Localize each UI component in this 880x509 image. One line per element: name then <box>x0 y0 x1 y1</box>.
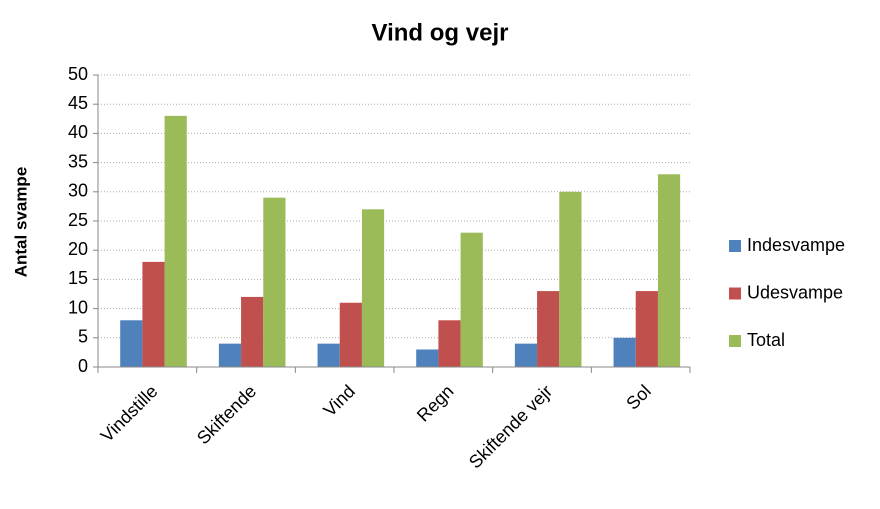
bar <box>416 349 439 367</box>
bar <box>460 232 483 367</box>
bar <box>263 197 286 367</box>
bar <box>339 302 362 367</box>
y-tick-label: 35 <box>68 151 88 171</box>
x-tick-label: Vindstille <box>97 381 162 446</box>
y-tick-label: 0 <box>78 356 88 376</box>
legend-label: Indesvampe <box>747 235 845 255</box>
y-tick-label: 30 <box>68 181 88 201</box>
y-tick-label: 50 <box>68 64 88 84</box>
y-tick-label: 15 <box>68 268 88 288</box>
y-tick-label: 5 <box>78 327 88 347</box>
bar <box>142 261 165 367</box>
bar <box>537 291 560 367</box>
bar <box>241 296 264 367</box>
bar <box>218 343 242 367</box>
y-axis-label: Antal svampe <box>11 167 30 278</box>
x-tick-label: Skiftende vejr <box>465 381 556 472</box>
legend-swatch <box>729 335 741 347</box>
legend-label: Total <box>747 330 785 350</box>
legend-swatch <box>729 240 741 252</box>
bar <box>635 291 658 367</box>
y-tick-label: 20 <box>68 239 88 259</box>
y-tick-label: 40 <box>68 122 88 142</box>
bar <box>120 320 143 367</box>
bar <box>559 191 582 367</box>
bar <box>164 115 187 367</box>
y-tick-label: 45 <box>68 93 88 113</box>
bar <box>317 343 340 367</box>
bar <box>438 320 461 367</box>
chart-title: Vind og vejr <box>372 19 509 46</box>
bar <box>514 343 538 367</box>
x-tick-label: Regn <box>413 381 458 426</box>
legend-swatch <box>729 287 741 300</box>
x-tick-label: Sol <box>622 381 655 414</box>
x-tick-label: Skiftende <box>193 381 260 448</box>
x-tick-label: Vind <box>319 381 358 420</box>
bar <box>361 209 385 367</box>
y-tick-label: 10 <box>68 297 88 317</box>
y-tick-label: 25 <box>68 210 88 230</box>
legend-label: Udesvampe <box>747 282 843 302</box>
bar <box>657 174 681 367</box>
bar <box>613 337 636 367</box>
